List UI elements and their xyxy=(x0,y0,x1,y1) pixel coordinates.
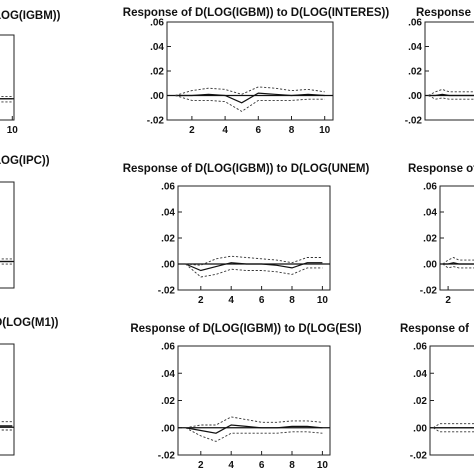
x-tick-label: 4 xyxy=(222,125,228,136)
plot-frame xyxy=(0,343,15,456)
irf-panel: LOG(IGBM)) 10 xyxy=(0,10,61,136)
x-tick-label: 2 xyxy=(445,295,451,306)
plot-frame xyxy=(0,34,15,121)
y-tick-label: -.02 xyxy=(158,451,176,462)
confidence-band-upper xyxy=(428,88,474,96)
y-tick-label: .04 xyxy=(161,369,175,380)
panel-title: Response of D(LOG(IGBM)) to D(LOG(INTERE… xyxy=(123,7,390,19)
confidence-band-upper xyxy=(185,255,323,266)
plot-frame xyxy=(424,21,474,121)
response-line xyxy=(185,424,323,434)
y-tick-label: -.02 xyxy=(420,286,438,297)
panel-title: Response of xyxy=(416,7,474,19)
panel-title: Response of xyxy=(408,163,474,175)
confidence-band-upper xyxy=(442,257,474,265)
irf-panel: Response of.06 .04 .02 .00 -.02 xyxy=(405,7,474,127)
x-tick-label: 4 xyxy=(228,460,234,471)
confidence-band-lower xyxy=(185,263,323,278)
irf-panel: LOG(IPC))0 xyxy=(0,155,50,289)
y-tick-label: -.02 xyxy=(158,286,176,297)
response-line xyxy=(428,93,474,97)
x-tick-label: 6 xyxy=(259,295,265,306)
y-tick-label: .04 xyxy=(150,42,164,53)
plot-frame xyxy=(166,21,334,121)
irf-panel: Response of .06 .04 .02 .00 -.02 xyxy=(400,323,474,462)
confidence-band-lower xyxy=(0,101,13,103)
x-tick-label: 10 xyxy=(317,295,329,306)
x-tick-label: 6 xyxy=(256,125,262,136)
y-tick-label: .00 xyxy=(150,91,164,102)
plot-frame xyxy=(0,181,15,289)
y-tick-label: .00 xyxy=(408,91,422,102)
response-line xyxy=(442,262,474,265)
confidence-band-lower xyxy=(442,263,474,269)
response-line xyxy=(175,92,325,104)
y-tick-label: .02 xyxy=(408,67,422,78)
y-tick-label: .06 xyxy=(408,18,422,29)
y-tick-label: -.02 xyxy=(147,116,165,127)
confidence-band-lower xyxy=(428,95,474,100)
x-tick-label: 10 xyxy=(7,125,19,136)
panel-title: Response of xyxy=(400,323,469,335)
x-tick-label: 2 xyxy=(189,125,195,136)
y-tick-label: .04 xyxy=(413,369,427,380)
y-tick-label: .06 xyxy=(413,342,427,353)
confidence-band-lower xyxy=(175,95,325,112)
x-tick-label: 10 xyxy=(317,460,329,471)
irf-panel: D(LOG(M1)) xyxy=(0,317,59,456)
confidence-band-upper xyxy=(0,96,13,98)
irf-panel: Response of D(LOG(IGBM)) to D(LOG(UNEM).… xyxy=(123,163,370,306)
y-tick-label: .06 xyxy=(161,182,175,193)
panel-title: D(LOG(M1)) xyxy=(0,317,59,329)
x-tick-label: 2 xyxy=(198,460,204,471)
panel-title: LOG(IPC)) xyxy=(0,155,50,167)
irf-panel: Response of D(LOG(IGBM)) to D(LOG(ESI) .0… xyxy=(130,323,361,471)
y-tick-label: .00 xyxy=(413,423,427,434)
confidence-band-upper xyxy=(432,423,474,429)
response-line xyxy=(0,98,13,100)
y-tick-label: .06 xyxy=(423,182,437,193)
y-tick-label: -.02 xyxy=(410,451,428,462)
y-tick-label: .04 xyxy=(161,208,175,219)
y-tick-label: -.02 xyxy=(405,116,423,127)
y-tick-label: .04 xyxy=(408,42,422,53)
irf-panel: Response of .06 .04 .02 .00 -.02 2 xyxy=(408,163,474,306)
y-tick-label: .02 xyxy=(161,234,175,245)
x-tick-label: 8 xyxy=(289,460,295,471)
confidence-band-lower xyxy=(432,427,474,433)
plot-frame xyxy=(429,345,474,456)
y-tick-label: .02 xyxy=(413,396,427,407)
x-tick-label: 4 xyxy=(228,295,234,306)
y-tick-label: .00 xyxy=(161,423,175,434)
confidence-band-upper xyxy=(185,416,323,429)
y-tick-label: .06 xyxy=(161,342,175,353)
confidence-band-upper xyxy=(175,86,325,96)
y-tick-label: .00 xyxy=(423,260,437,271)
y-tick-label: .02 xyxy=(161,396,175,407)
plot-frame xyxy=(177,185,331,291)
panel-title: Response of D(LOG(IGBM)) to D(LOG(UNEM) xyxy=(123,163,370,175)
y-tick-label: .02 xyxy=(150,67,164,78)
y-tick-label: .02 xyxy=(423,234,437,245)
x-tick-label: 6 xyxy=(259,460,265,471)
x-tick-label: 8 xyxy=(289,295,295,306)
y-tick-label: .00 xyxy=(161,260,175,271)
x-tick-label: 10 xyxy=(319,125,331,136)
plot-frame xyxy=(177,345,331,456)
x-tick-label: 2 xyxy=(198,295,204,306)
irf-panel: Response of D(LOG(IGBM)) to D(LOG(INTERE… xyxy=(123,7,390,136)
plot-frame xyxy=(439,185,474,291)
panel-title: Response of D(LOG(IGBM)) to D(LOG(ESI) xyxy=(130,323,361,335)
x-tick-label: 8 xyxy=(289,125,295,136)
y-tick-label: .06 xyxy=(150,18,164,29)
response-line xyxy=(185,262,323,272)
panel-title: LOG(IGBM)) xyxy=(0,10,61,22)
confidence-band-lower xyxy=(185,427,323,442)
y-tick-label: .04 xyxy=(423,208,437,219)
